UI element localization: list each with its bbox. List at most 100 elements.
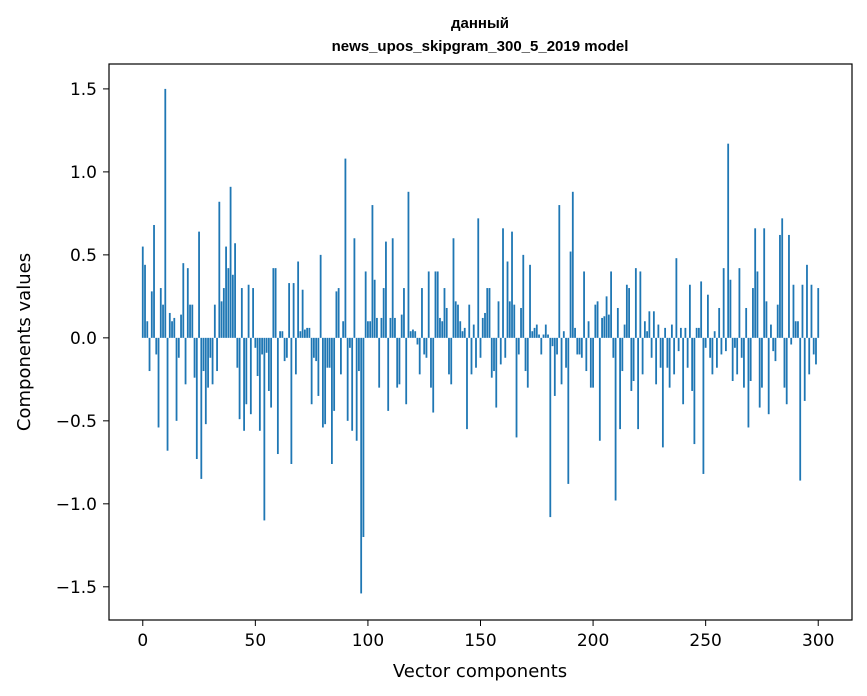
bar-238 <box>677 337 680 352</box>
bar-271 <box>752 288 754 338</box>
bar-107 <box>382 288 385 338</box>
bar-69 <box>297 261 300 338</box>
bar-119 <box>409 331 412 338</box>
bar-130 <box>434 271 437 338</box>
bar-234 <box>668 337 671 388</box>
bar-21 <box>189 304 191 338</box>
bar-16 <box>177 337 180 358</box>
chart-title-line-1: данный <box>451 15 509 32</box>
bar-116 <box>403 288 405 338</box>
y-tick-label: −1.0 <box>56 495 97 515</box>
bar-54 <box>263 337 266 521</box>
bar-97 <box>360 337 363 594</box>
bar-240 <box>682 337 685 405</box>
bar-189 <box>567 337 570 484</box>
bar-131 <box>436 271 439 338</box>
bar-1 <box>144 264 146 338</box>
bar-293 <box>801 284 804 338</box>
bar-65 <box>288 283 291 338</box>
bar-35 <box>220 301 223 338</box>
bar-197 <box>585 337 588 372</box>
bar-48 <box>249 337 252 415</box>
bar-33 <box>216 337 218 372</box>
bar-275 <box>761 337 763 388</box>
bar-224 <box>646 331 649 338</box>
bar-281 <box>774 337 777 362</box>
bar-67 <box>292 283 295 338</box>
bar-199 <box>589 337 592 388</box>
y-tick-label: −0.5 <box>56 412 97 432</box>
bar-123 <box>418 337 421 375</box>
bar-17 <box>180 314 182 338</box>
bar-210 <box>614 337 617 501</box>
bar-134 <box>443 288 446 338</box>
bar-63 <box>283 337 286 362</box>
bar-37 <box>225 246 227 338</box>
bar-10 <box>164 88 167 338</box>
bar-265 <box>738 268 741 338</box>
bar-114 <box>398 337 401 385</box>
bar-101 <box>369 321 372 338</box>
bar-91 <box>346 337 349 421</box>
bar-25 <box>198 231 200 338</box>
bar-264 <box>736 337 739 375</box>
y-tick-label: 0.5 <box>70 246 97 266</box>
bar-6 <box>155 337 158 355</box>
bar-253 <box>711 337 714 375</box>
bar-165 <box>513 304 516 338</box>
bar-74 <box>308 327 311 338</box>
bar-20 <box>186 268 189 338</box>
bar-90 <box>344 158 347 338</box>
bar-181 <box>549 337 552 518</box>
bar-58 <box>272 268 275 338</box>
bar-80 <box>321 337 324 428</box>
bar-14 <box>173 317 176 338</box>
bar-18 <box>182 263 185 338</box>
bar-133 <box>441 321 444 338</box>
bar-110 <box>389 317 392 338</box>
bar-157 <box>495 337 498 408</box>
bar-164 <box>511 231 513 338</box>
bar-135 <box>445 307 448 338</box>
bar-215 <box>625 284 628 338</box>
bar-269 <box>747 337 750 428</box>
bar-66 <box>290 337 293 464</box>
bar-163 <box>508 301 511 338</box>
x-tick-label: 200 <box>577 631 609 651</box>
bar-52 <box>258 337 261 431</box>
bar-92 <box>349 337 351 348</box>
bar-188 <box>565 337 567 368</box>
bar-109 <box>387 337 390 411</box>
bar-46 <box>245 337 248 405</box>
bar-220 <box>637 337 640 430</box>
bar-261 <box>729 279 732 338</box>
bar-11 <box>166 337 169 451</box>
bar-200 <box>592 337 594 388</box>
bar-249 <box>702 337 705 474</box>
bar-283 <box>779 234 781 338</box>
bar-171 <box>526 337 529 388</box>
bar-42 <box>236 337 239 368</box>
bar-255 <box>716 337 718 368</box>
bar-256 <box>718 307 721 338</box>
bar-106 <box>380 317 383 338</box>
bar-105 <box>378 337 381 388</box>
bar-226 <box>650 337 653 358</box>
bar-187 <box>562 331 565 338</box>
bar-98 <box>362 337 365 538</box>
bar-266 <box>740 337 743 358</box>
bar-29 <box>207 337 209 388</box>
bar-102 <box>371 205 374 338</box>
bar-213 <box>621 337 624 372</box>
bar-9 <box>162 304 164 338</box>
bar-274 <box>758 337 761 408</box>
bar-115 <box>400 314 403 338</box>
bar-140 <box>457 304 459 338</box>
bar-201 <box>594 304 597 338</box>
bar-136 <box>448 337 450 375</box>
bar-78 <box>317 337 320 396</box>
bar-3 <box>148 337 151 372</box>
bar-196 <box>583 271 585 338</box>
bar-186 <box>560 337 563 385</box>
bar-83 <box>328 337 331 368</box>
